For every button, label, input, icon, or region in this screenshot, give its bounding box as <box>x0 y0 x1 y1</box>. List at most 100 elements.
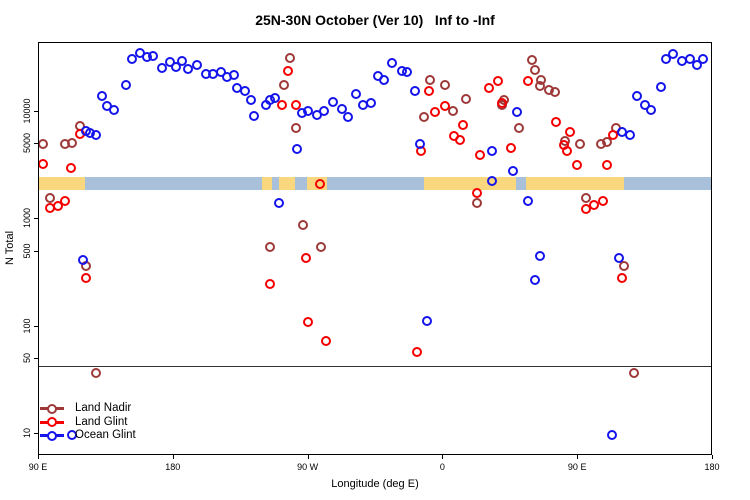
data-point-land-glint <box>290 99 301 110</box>
y-tick-label: 10 <box>22 427 32 438</box>
data-point-land-glint <box>588 200 599 210</box>
y-tick-label: 10000 <box>22 98 32 124</box>
data-point-ocean-glint <box>656 82 667 93</box>
data-point-land-glint <box>314 179 325 190</box>
data-point-land-nadir <box>471 198 482 208</box>
x-tick-label: 180 <box>165 462 181 472</box>
data-point-ocean-glint <box>148 50 159 61</box>
data-point-land-nadir <box>419 111 430 122</box>
data-point-ocean-glint <box>632 91 643 102</box>
legend-label: Land Nadir <box>75 402 132 414</box>
data-point-ocean-glint <box>239 85 250 96</box>
y-tick-label: 50 <box>22 352 32 363</box>
x-axis-label: Longitude (deg E) <box>331 478 419 490</box>
map-band-segment-ocean <box>271 177 280 190</box>
data-point-ocean-glint <box>410 85 421 96</box>
data-point-ocean-glint <box>97 91 108 102</box>
data-point-ocean-glint <box>328 96 339 107</box>
data-point-land-nadir <box>290 123 301 133</box>
data-point-ocean-glint <box>91 130 102 140</box>
data-point-land-nadir <box>618 260 629 271</box>
data-point-ocean-glint <box>401 67 412 78</box>
data-point-land-glint <box>597 195 608 206</box>
data-point-ocean-glint <box>534 250 545 261</box>
data-point-ocean-glint <box>422 315 433 326</box>
data-point-land-nadir <box>440 79 451 90</box>
plot-frame <box>38 42 712 455</box>
chart-title: 25N-30N October (Ver 10) Inf to -Inf <box>255 12 495 28</box>
data-point-land-nadir <box>91 368 102 379</box>
data-point-ocean-glint <box>191 60 202 70</box>
y-tick-label: 1000 <box>22 208 32 229</box>
legend-label: Land Glint <box>75 415 128 428</box>
data-point-ocean-glint <box>692 60 702 71</box>
data-point-land-nadir <box>278 79 289 90</box>
x-tick-label: 90 E <box>28 462 48 472</box>
legend-label: Ocean Glint <box>75 429 136 441</box>
data-point-ocean-glint <box>684 53 695 64</box>
data-point-land-nadir <box>602 136 613 147</box>
data-point-ocean-glint <box>365 98 376 108</box>
data-point-ocean-glint <box>182 64 193 74</box>
y-axis-label: N Total <box>4 230 16 266</box>
data-point-ocean-glint <box>522 195 533 206</box>
data-point-land-nadir <box>461 93 472 104</box>
data-point-land-nadir <box>265 241 276 252</box>
data-point-land-nadir <box>67 138 78 149</box>
data-point-land-nadir <box>45 192 55 203</box>
data-point-ocean-glint <box>698 54 708 65</box>
data-point-land-glint <box>474 150 485 161</box>
y-tick-label: 100 <box>22 317 32 334</box>
data-point-land-nadir <box>581 192 592 203</box>
data-point-ocean-glint <box>121 79 132 90</box>
data-point-ocean-glint <box>170 61 181 72</box>
data-point-land-glint <box>617 272 628 283</box>
x-tick-mark <box>172 455 174 459</box>
data-point-land-glint <box>551 117 562 128</box>
data-point-ocean-glint <box>269 93 280 104</box>
data-point-land-glint <box>506 142 517 153</box>
data-point-land-nadir <box>513 123 524 133</box>
open-circle-icon <box>47 403 57 414</box>
data-point-land-glint <box>492 75 503 86</box>
x-tick-mark <box>307 455 309 459</box>
data-point-ocean-glint <box>176 55 187 66</box>
y-tick-mark <box>34 143 38 145</box>
x-tick-label: 0 <box>439 462 445 472</box>
legend-item-ocean-glint: Ocean Glint <box>40 429 136 443</box>
map-band-segment-ocean <box>327 177 424 190</box>
map-band-segment-ocean <box>294 177 307 190</box>
data-point-ocean-glint <box>274 197 285 208</box>
x-tick-label: 180 <box>704 462 720 472</box>
data-point-land-glint <box>522 75 533 86</box>
legend-item-land-nadir: Land Nadir <box>40 402 136 416</box>
data-point-land-glint <box>564 127 575 137</box>
data-point-land-glint <box>608 130 619 141</box>
data-point-ocean-glint <box>229 70 240 80</box>
y-tick-mark <box>34 432 38 434</box>
data-point-ocean-glint <box>606 430 617 441</box>
data-point-ocean-glint <box>319 106 330 117</box>
data-point-ocean-glint <box>660 53 671 64</box>
data-point-land-glint <box>440 101 451 112</box>
y-tick-mark <box>34 111 38 113</box>
data-point-land-glint <box>52 200 63 211</box>
data-point-ocean-glint <box>386 58 397 68</box>
x-tick-mark <box>38 455 39 459</box>
data-point-land-glint <box>283 65 294 76</box>
data-point-ocean-glint <box>77 254 88 265</box>
data-point-ocean-glint <box>67 429 78 440</box>
data-point-land-glint <box>483 83 494 94</box>
data-point-ocean-glint <box>157 62 168 73</box>
data-point-ocean-glint <box>337 103 347 114</box>
x-tick-mark <box>442 455 444 459</box>
data-point-ocean-glint <box>350 89 361 100</box>
open-circle-icon <box>47 417 57 428</box>
data-point-land-glint <box>455 134 466 145</box>
data-point-land-nadir <box>629 368 640 379</box>
data-point-land-glint <box>423 86 434 97</box>
data-point-land-nadir <box>549 86 560 97</box>
data-point-ocean-glint <box>614 253 625 264</box>
data-point-land-glint <box>66 162 76 173</box>
map-band-segment-land <box>525 177 625 190</box>
